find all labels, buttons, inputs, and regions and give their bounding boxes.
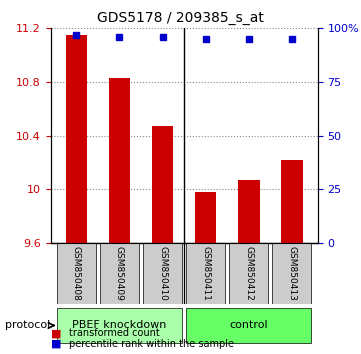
Bar bbox=[281, 160, 303, 243]
Text: GSM850410: GSM850410 bbox=[158, 246, 167, 301]
Text: GSM850409: GSM850409 bbox=[115, 246, 124, 301]
Bar bbox=[66, 35, 87, 243]
Text: GSM850408: GSM850408 bbox=[72, 246, 81, 301]
FancyBboxPatch shape bbox=[273, 243, 311, 304]
Text: percentile rank within the sample: percentile rank within the sample bbox=[69, 339, 234, 349]
Text: GSM850412: GSM850412 bbox=[244, 246, 253, 301]
Text: control: control bbox=[230, 320, 268, 331]
FancyBboxPatch shape bbox=[100, 243, 139, 304]
Text: GSM850411: GSM850411 bbox=[201, 246, 210, 301]
FancyBboxPatch shape bbox=[186, 243, 225, 304]
Text: PBEF knockdown: PBEF knockdown bbox=[72, 320, 167, 331]
Text: protocol: protocol bbox=[5, 320, 51, 331]
Bar bbox=[109, 78, 130, 243]
FancyBboxPatch shape bbox=[186, 308, 311, 343]
Text: ■: ■ bbox=[51, 329, 61, 338]
FancyBboxPatch shape bbox=[57, 308, 182, 343]
Text: transformed count: transformed count bbox=[69, 329, 159, 338]
FancyBboxPatch shape bbox=[143, 243, 182, 304]
FancyBboxPatch shape bbox=[229, 243, 268, 304]
Bar bbox=[238, 180, 260, 243]
Text: GDS5178 / 209385_s_at: GDS5178 / 209385_s_at bbox=[97, 11, 264, 25]
Bar bbox=[152, 126, 173, 243]
FancyBboxPatch shape bbox=[57, 243, 96, 304]
Text: GSM850413: GSM850413 bbox=[287, 246, 296, 301]
Bar bbox=[195, 192, 217, 243]
Text: ■: ■ bbox=[51, 339, 61, 349]
